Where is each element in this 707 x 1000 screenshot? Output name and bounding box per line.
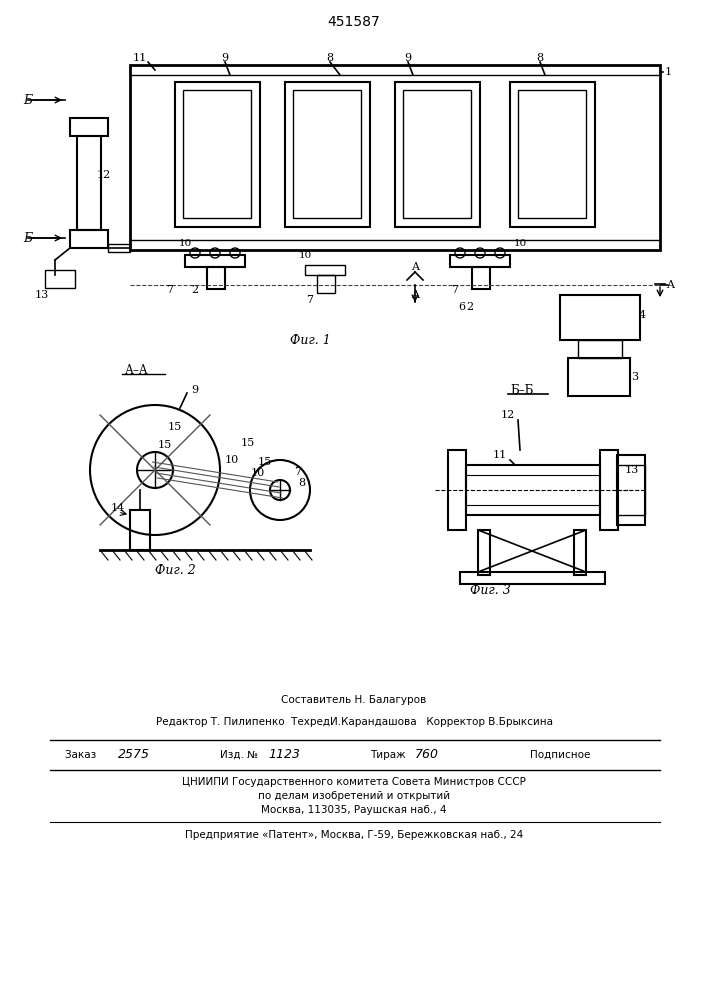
Bar <box>293 90 361 218</box>
Text: Фиг. 3: Фиг. 3 <box>469 584 510 596</box>
Bar <box>450 255 510 267</box>
Text: Заказ: Заказ <box>65 750 100 760</box>
Text: 12: 12 <box>97 170 111 180</box>
Bar <box>574 530 586 575</box>
Bar <box>617 465 645 515</box>
Text: A: A <box>411 262 419 272</box>
Text: 15: 15 <box>158 440 172 450</box>
Text: ЦНИИПИ Государственного комитета Совета Министров СССР: ЦНИИПИ Государственного комитета Совета … <box>182 777 526 787</box>
Text: A: A <box>411 290 419 300</box>
Bar <box>285 82 370 227</box>
Text: Предприятие «Патент», Москва, Г-59, Бережковская наб., 24: Предприятие «Патент», Москва, Г-59, Бере… <box>185 830 523 840</box>
Text: 2575: 2575 <box>118 748 150 762</box>
Bar <box>560 295 640 340</box>
Text: 7: 7 <box>452 285 459 295</box>
Bar <box>175 82 260 227</box>
Text: 2: 2 <box>467 302 474 312</box>
Text: 15: 15 <box>258 457 272 467</box>
Bar <box>403 90 471 218</box>
Bar <box>70 118 108 136</box>
Text: Москва, 113035, Раушская наб., 4: Москва, 113035, Раушская наб., 4 <box>262 805 447 815</box>
Bar <box>472 267 490 289</box>
Text: 10: 10 <box>178 239 192 248</box>
Bar <box>130 65 660 250</box>
Bar <box>77 136 101 230</box>
Bar <box>466 465 600 515</box>
Bar <box>130 510 150 550</box>
Text: 15: 15 <box>168 422 182 432</box>
Text: 8: 8 <box>327 53 334 63</box>
Text: 15: 15 <box>241 438 255 448</box>
Text: Фиг. 1: Фиг. 1 <box>290 334 330 347</box>
Bar <box>510 82 595 227</box>
Text: по делам изобретений и открытий: по делам изобретений и открытий <box>258 791 450 801</box>
Text: Тираж: Тираж <box>370 750 409 760</box>
Text: Б: Б <box>23 94 33 106</box>
Text: 6: 6 <box>458 302 466 312</box>
Bar <box>185 255 245 267</box>
Text: 1123: 1123 <box>268 748 300 762</box>
Text: 9: 9 <box>404 53 411 63</box>
Text: Б–Б: Б–Б <box>510 383 533 396</box>
Text: 14: 14 <box>111 503 125 513</box>
Text: Изд. №: Изд. № <box>220 750 261 760</box>
Text: 10: 10 <box>513 239 527 248</box>
Bar <box>478 530 490 575</box>
Text: 8: 8 <box>537 53 544 63</box>
Text: 10: 10 <box>225 455 239 465</box>
Bar <box>600 450 618 530</box>
Text: 2: 2 <box>192 285 199 295</box>
Bar <box>70 230 108 248</box>
Text: Фиг. 2: Фиг. 2 <box>155 564 195 576</box>
Text: 9: 9 <box>192 385 199 395</box>
Text: 451587: 451587 <box>327 15 380 29</box>
Bar <box>568 358 630 396</box>
Text: 4: 4 <box>638 310 645 320</box>
Text: 10: 10 <box>251 468 265 478</box>
Bar <box>317 275 335 293</box>
Text: Подписное: Подписное <box>530 750 590 760</box>
Bar <box>518 90 586 218</box>
Text: 12: 12 <box>501 410 515 420</box>
Bar <box>617 455 645 525</box>
Text: 13: 13 <box>625 465 639 475</box>
Text: 1: 1 <box>665 67 672 77</box>
Text: 8: 8 <box>298 478 305 488</box>
Text: 7: 7 <box>295 467 301 477</box>
Bar <box>448 450 466 530</box>
Bar <box>45 270 75 288</box>
Text: А–А: А–А <box>125 363 148 376</box>
Bar <box>207 267 225 289</box>
Text: 10: 10 <box>298 250 312 259</box>
Text: 3: 3 <box>631 372 638 382</box>
Text: 13: 13 <box>35 290 49 300</box>
Bar <box>183 90 251 218</box>
Text: Б: Б <box>23 232 33 244</box>
Bar <box>578 340 622 358</box>
Text: 760: 760 <box>415 748 439 762</box>
Bar <box>305 265 345 275</box>
Text: Составитель Н. Балагуров: Составитель Н. Балагуров <box>281 695 426 705</box>
Text: 11: 11 <box>493 450 507 460</box>
Bar <box>395 82 480 227</box>
Bar <box>108 244 130 252</box>
Text: 11: 11 <box>133 53 147 63</box>
Bar <box>460 572 605 584</box>
Text: 7: 7 <box>167 285 173 295</box>
Text: 9: 9 <box>221 53 228 63</box>
Text: Редактор Т. Пилипенко  ТехредИ.Карандашова   Корректор В.Брыксина: Редактор Т. Пилипенко ТехредИ.Карандашов… <box>156 717 552 727</box>
Text: A: A <box>666 280 674 290</box>
Text: 7: 7 <box>307 295 313 305</box>
